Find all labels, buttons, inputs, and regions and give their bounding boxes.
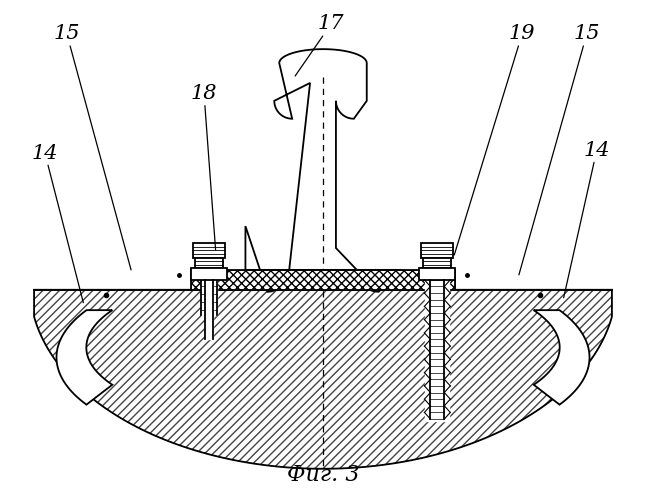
Text: Фиг. 3: Фиг. 3 xyxy=(287,464,359,486)
Text: 14: 14 xyxy=(32,144,83,303)
Polygon shape xyxy=(34,290,612,469)
Bar xyxy=(194,258,223,268)
Bar xyxy=(191,270,455,290)
Polygon shape xyxy=(245,49,401,292)
Bar xyxy=(191,268,227,280)
Text: 18: 18 xyxy=(191,84,217,250)
Text: 17: 17 xyxy=(295,14,344,76)
Text: 15: 15 xyxy=(519,24,600,275)
Bar xyxy=(419,268,455,280)
Bar xyxy=(421,243,453,258)
Polygon shape xyxy=(56,310,112,405)
Polygon shape xyxy=(534,310,590,405)
Text: 15: 15 xyxy=(54,24,131,270)
Text: 19: 19 xyxy=(454,24,536,255)
Bar xyxy=(191,270,455,290)
Polygon shape xyxy=(430,270,445,315)
Polygon shape xyxy=(426,280,450,421)
Bar xyxy=(423,258,452,268)
Polygon shape xyxy=(201,270,216,315)
Bar xyxy=(193,243,225,258)
Text: 14: 14 xyxy=(564,141,610,298)
Polygon shape xyxy=(205,280,213,339)
